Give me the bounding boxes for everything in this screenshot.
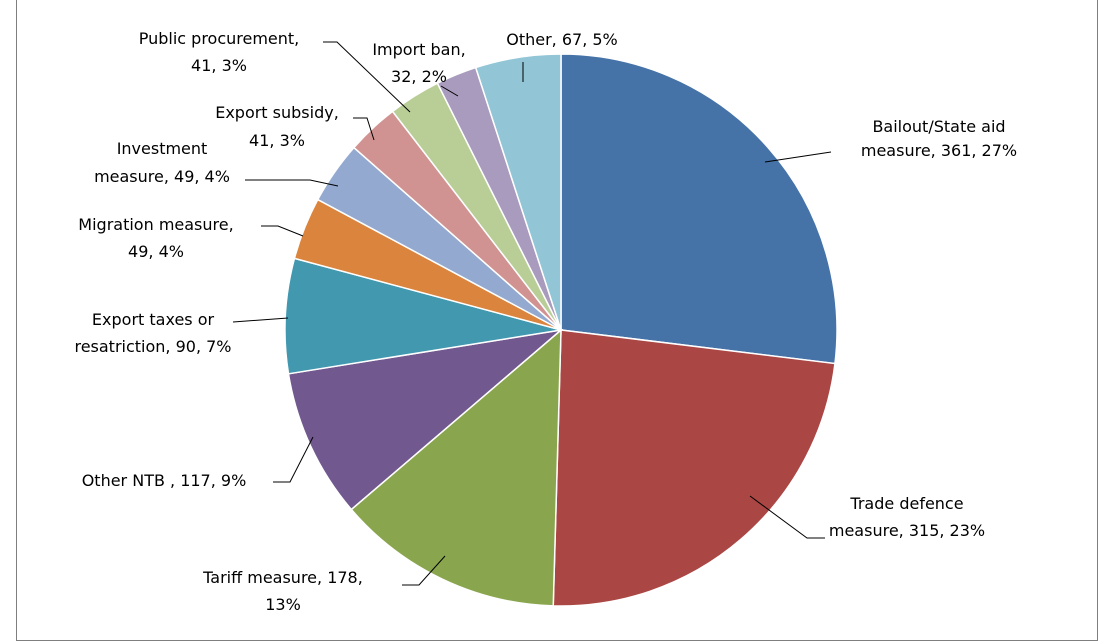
data-label-line: Export taxes or — [92, 310, 215, 329]
data-label-line: Trade defence — [849, 494, 963, 513]
data-label: Migration measure, 49, 4% — [78, 215, 233, 261]
data-label-line: Public procurement, — [139, 29, 300, 48]
pie-slice-export-taxes-or-resatriction — [284, 257, 562, 375]
leader-line — [764, 151, 832, 163]
leader-line — [261, 225, 304, 237]
data-label-line: 49, 4% — [128, 242, 184, 261]
leader-lines — [232, 41, 832, 586]
data-label-line: measure, 361, 27% — [861, 141, 1017, 160]
pie-slice-other — [474, 53, 562, 331]
pie-slice-other-ntb — [287, 328, 564, 511]
data-label-line: Migration measure, — [78, 215, 233, 234]
data-label: Bailout/State aid measure, 361, 27% — [861, 117, 1017, 160]
data-label: Export subsidy, 41, 3% — [215, 103, 339, 150]
leader-line — [245, 179, 339, 187]
data-label: Other, 67, 5% — [506, 30, 618, 49]
data-label-line: resatriction, 90, 7% — [74, 337, 231, 356]
leader-line — [440, 85, 459, 97]
leader-line — [749, 495, 825, 539]
pie-slice-trade-defence-measure — [552, 329, 836, 607]
data-label-line: Bailout/State aid — [872, 117, 1005, 136]
data-labels: Bailout/State aid measure, 361, 27% Trade … — [74, 29, 1017, 614]
pie-slice-bailout-state-aid-measure — [560, 53, 838, 365]
leader-line — [353, 117, 375, 141]
data-label-line: Other NTB , 117, 9% — [82, 471, 247, 490]
data-label-line: Tariff measure, 178, — [202, 568, 363, 587]
data-label: Public procurement, 41, 3% — [139, 29, 300, 75]
data-label: Import ban, 32, 2% — [372, 40, 465, 86]
pie-chart: Bailout/State aid measure, 361, 27% Trade … — [74, 29, 1017, 614]
data-label-line: measure, 49, 4% — [94, 167, 230, 186]
data-label-line: 13% — [265, 595, 301, 614]
data-label: Export taxes or resatriction, 90, 7% — [74, 310, 231, 356]
data-label-line: 41, 3% — [191, 56, 247, 75]
pie-slice-tariff-measure — [350, 328, 562, 607]
leader-line — [402, 555, 446, 586]
data-label-line: 41, 3% — [249, 131, 305, 150]
leader-line — [232, 317, 289, 323]
leader-line — [323, 41, 411, 113]
data-label-line: 32, 2% — [391, 67, 447, 86]
data-label-line: Investment — [117, 139, 208, 158]
data-label: Tariff measure, 178, 13% — [202, 568, 363, 614]
leader-line — [273, 436, 314, 483]
chart-frame: Bailout/State aid measure, 361, 27% Trade … — [16, 0, 1098, 641]
data-label-line: measure, 315, 23% — [829, 521, 985, 540]
data-label-line: Import ban, — [372, 40, 465, 59]
data-label: Trade defence measure, 315, 23% — [829, 494, 985, 540]
data-label: Other NTB , 117, 9% — [82, 471, 247, 490]
data-label-line: Other, 67, 5% — [506, 30, 618, 49]
data-label: Investment measure, 49, 4% — [94, 139, 230, 186]
data-label-line: Export subsidy, — [215, 103, 339, 122]
pie-slices — [284, 53, 838, 607]
